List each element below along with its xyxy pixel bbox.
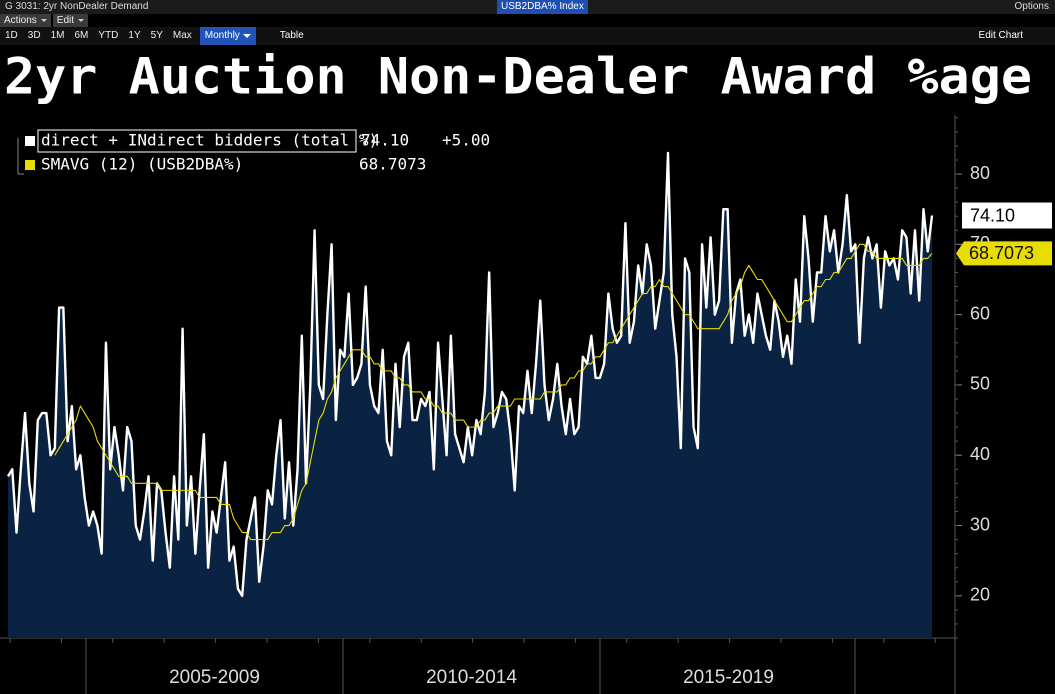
y-tick-label: 50 [970, 374, 990, 394]
range-button[interactable]: 6M [74, 30, 89, 41]
y-tick-label: 30 [970, 514, 990, 534]
legend-swatch [25, 160, 35, 170]
range-button[interactable]: YTD [98, 30, 119, 41]
legend-highlight [37, 129, 357, 153]
legend-value: 74.10 [361, 131, 409, 150]
range-button[interactable]: 1Y [128, 30, 141, 41]
frequency[interactable]: Monthly [199, 27, 256, 45]
chart: 2yr Auction Non-Dealer Award %age 2005-2… [0, 48, 1052, 694]
range-button[interactable]: 1M [50, 30, 65, 41]
x-period-label: 2005-2009 [169, 667, 260, 688]
legend-bg [12, 129, 492, 179]
series-line [54, 243, 933, 541]
legend-swatch [25, 136, 35, 146]
y-tick-label: 80 [970, 163, 990, 183]
range-button[interactable]: 1D [5, 30, 18, 41]
last-value-label: 68.7073 [969, 243, 1034, 263]
legend-label: direct + INdirect bidders (total %) [41, 131, 378, 150]
legend-change: +5.00 [442, 131, 490, 150]
legend-value: 68.7073 [359, 155, 426, 174]
menu[interactable]: Actions [0, 14, 51, 27]
area [8, 152, 932, 639]
chart-title: 2yr Auction Non-Dealer Award %age [4, 48, 1032, 106]
edit-chart[interactable]: Edit Chart [978, 30, 1023, 41]
menu[interactable]: Edit [52, 14, 89, 27]
legend: direct + INdirect bidders (total %) SMAVG… [12, 129, 492, 179]
window-title: G 3031: 2yr NonDealer Demand [5, 1, 149, 12]
legend-bracket [17, 138, 24, 175]
range-button[interactable]: Max [172, 30, 192, 41]
y-tick-label: 20 [970, 585, 990, 605]
last-value-label: 74.10 [970, 205, 1015, 225]
range-button[interactable]: 3D [27, 30, 41, 41]
y-tick-label: 60 [970, 303, 990, 323]
y-tick-label: 40 [970, 444, 990, 464]
menu-bar: Actions Edit [0, 14, 1055, 27]
table-button[interactable]: Table [279, 30, 304, 41]
last-value-box [962, 202, 1052, 229]
title-bar: G 3031: 2yr NonDealer Demand USB2DBA% In… [0, 0, 1055, 14]
ticker[interactable]: USB2DBA% Index [497, 0, 588, 14]
x-period-label: 2010-2014 [426, 667, 517, 688]
last-value-box [956, 241, 1052, 266]
toolbar: 1D 3D 1M 6M YTD 1Y 5Y Max Monthly Table Edit Char… [0, 27, 1055, 45]
options[interactable]: Options [1014, 1, 1049, 12]
range-button[interactable]: 5Y [150, 30, 163, 41]
legend-label: SMAVG (12) (USB2DBA%) [41, 155, 243, 174]
series-line [6, 151, 934, 598]
x-period-label: 2015-2019 [683, 667, 774, 688]
